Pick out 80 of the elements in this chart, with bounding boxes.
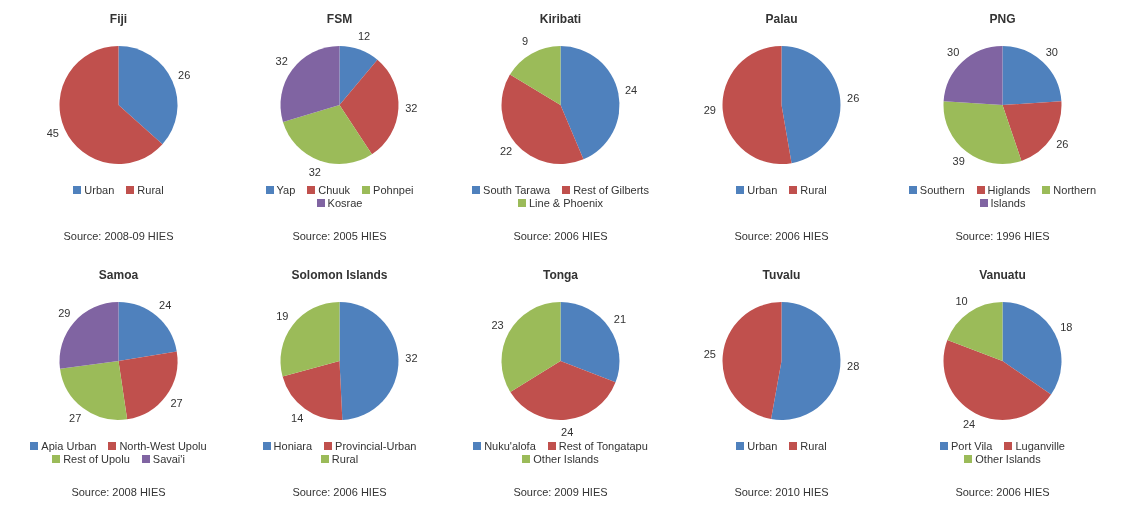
legend-label: Luganville bbox=[1015, 440, 1065, 452]
legend-label: Apia Urban bbox=[41, 440, 97, 452]
legend-label: Other Islands bbox=[975, 453, 1041, 465]
chart-title: Vanuatu bbox=[979, 268, 1026, 282]
legend-label: Nuku'alofa bbox=[484, 440, 536, 452]
legend-label: Rural bbox=[800, 184, 827, 196]
chart-title: FSM bbox=[326, 12, 353, 26]
data-label: 29 bbox=[703, 104, 716, 117]
legend-label: Islands bbox=[990, 197, 1026, 209]
legend-label: Rest of Tongatapu bbox=[558, 440, 648, 452]
data-label: 30 bbox=[947, 45, 960, 58]
source-note: Source: 2006 HIES bbox=[955, 486, 1050, 498]
data-label: 24 bbox=[962, 417, 976, 430]
legend-label: Chuuk bbox=[318, 184, 351, 196]
chart-title: Palau bbox=[765, 12, 798, 26]
source-note: Source: 2010 HIES bbox=[734, 486, 829, 498]
data-label: 22 bbox=[499, 145, 513, 158]
legend-label: Other Islands bbox=[533, 453, 599, 465]
data-label: 12 bbox=[358, 30, 371, 43]
legend-label: Rest of Upolu bbox=[63, 453, 130, 465]
legend-label: Pohnpei bbox=[373, 184, 414, 196]
source-note: Source: 2006 HIES bbox=[734, 230, 829, 242]
data-label: 24 bbox=[561, 425, 574, 438]
chart-title: Fiji bbox=[109, 12, 128, 26]
data-label: 21 bbox=[613, 313, 627, 326]
data-label: 32 bbox=[275, 55, 288, 68]
data-label: 28 bbox=[847, 360, 860, 373]
legend-label: Rest of Gilberts bbox=[573, 184, 649, 196]
source-note: Source: 2008 HIES bbox=[71, 486, 166, 498]
data-label: 10 bbox=[955, 294, 968, 307]
data-label: 30 bbox=[1045, 45, 1058, 58]
data-label: 32 bbox=[405, 352, 418, 365]
legend-label: Higlands bbox=[987, 184, 1031, 196]
source-note: Source: 2006 HIES bbox=[513, 230, 608, 242]
chart-title: Samoa bbox=[98, 268, 139, 282]
data-label: 39 bbox=[952, 155, 965, 168]
legend-label: Urban bbox=[84, 184, 115, 196]
source-note: Source: 2009 HIES bbox=[513, 486, 608, 498]
legend-label: Line & Phoenix bbox=[529, 197, 603, 209]
legend-label: Urban bbox=[747, 440, 778, 452]
data-label: 23 bbox=[491, 319, 504, 331]
data-label: 26 bbox=[847, 91, 860, 104]
data-label: 24 bbox=[159, 299, 172, 312]
data-label: 27 bbox=[69, 411, 82, 424]
legend-label: Port Vila bbox=[951, 440, 993, 452]
legend-label: Savai'i bbox=[152, 453, 185, 465]
data-label: 32 bbox=[308, 165, 321, 178]
data-label: 25 bbox=[703, 347, 716, 360]
data-label: 32 bbox=[405, 102, 418, 115]
legend-label: Southern bbox=[919, 184, 965, 196]
data-label: 26 bbox=[178, 68, 191, 81]
chart-title: Solomon Islands bbox=[291, 268, 388, 282]
data-label: 19 bbox=[276, 310, 289, 323]
legend-label: Honiara bbox=[273, 440, 313, 452]
source-note: Source: 2005 HIES bbox=[292, 230, 387, 242]
data-label: 14 bbox=[291, 412, 304, 425]
chart-title: Tonga bbox=[542, 268, 579, 282]
legend-label: Yap bbox=[276, 184, 296, 196]
source-note: Source: 2006 HIES bbox=[292, 486, 387, 498]
data-label: 29 bbox=[58, 306, 71, 319]
chart-title: PNG bbox=[989, 12, 1016, 26]
legend-label: Rural bbox=[331, 453, 359, 465]
legend-label: Northern bbox=[1053, 184, 1097, 196]
legend-label: Urban bbox=[747, 184, 778, 196]
legend-label: Rural bbox=[137, 184, 164, 196]
legend-label: North-West Upolu bbox=[119, 440, 207, 452]
source-note: Source: 2008-09 HIES bbox=[63, 230, 174, 242]
data-label: 24 bbox=[624, 83, 638, 96]
data-label: 18 bbox=[1060, 320, 1073, 333]
legend-label: South Tarawa bbox=[483, 184, 551, 196]
legend-label: Rural bbox=[800, 440, 827, 452]
legend-label: Kosrae bbox=[327, 197, 363, 209]
source-note: Source: 1996 HIES bbox=[955, 230, 1050, 242]
data-label: 26 bbox=[1056, 138, 1069, 151]
chart-title: Tuvalu bbox=[762, 268, 801, 282]
data-label: 27 bbox=[170, 396, 183, 409]
data-label: 9 bbox=[522, 35, 529, 48]
legend-label: Provincial-Urban bbox=[335, 440, 417, 452]
data-label: 45 bbox=[46, 127, 59, 140]
chart-title: Kiribati bbox=[539, 12, 582, 26]
